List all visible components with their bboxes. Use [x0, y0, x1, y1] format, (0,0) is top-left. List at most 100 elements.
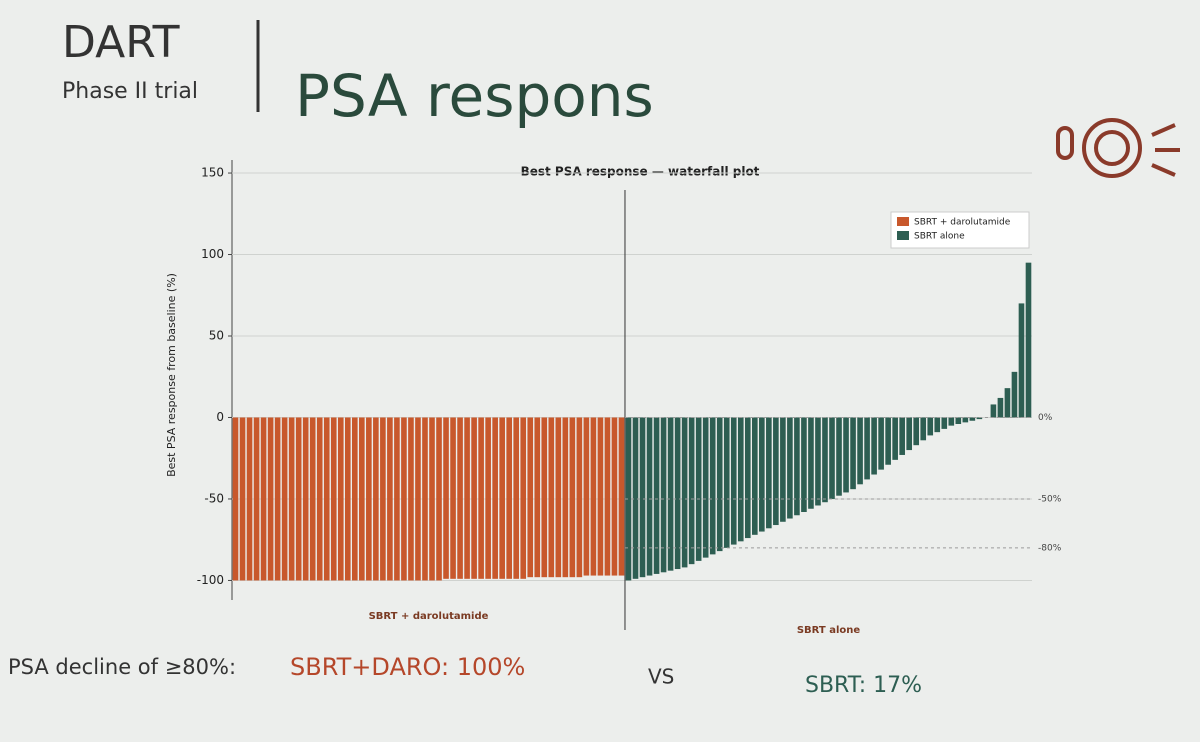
chart-title: Best PSA response — waterfall plot: [521, 165, 760, 179]
bar: [1025, 262, 1032, 418]
bar: [506, 417, 512, 579]
footer-vs: VS: [648, 665, 674, 689]
y-tick-label: 0: [216, 410, 224, 424]
bar: [520, 417, 527, 579]
bar: [590, 417, 597, 576]
bar: [864, 417, 870, 480]
bar: [955, 417, 962, 424]
bar: [471, 417, 477, 579]
bar: [436, 417, 442, 581]
bar: [387, 417, 393, 581]
group-label: SBRT alone: [797, 625, 861, 636]
bar: [808, 417, 814, 509]
bar: [934, 417, 941, 433]
bar: [843, 417, 849, 493]
bar: [232, 417, 239, 581]
bar: [541, 417, 548, 578]
bar: [499, 417, 505, 579]
bar: [359, 417, 365, 581]
bar: [836, 417, 842, 496]
bar: [330, 417, 337, 581]
legend-label: SBRT + darolutamide: [914, 218, 1011, 228]
legend-label: SBRT alone: [914, 232, 965, 242]
bar: [534, 417, 541, 578]
bar: [667, 417, 674, 571]
slide-title: PSA respons: [295, 62, 654, 130]
bar: [267, 417, 274, 581]
bar: [513, 417, 520, 579]
bar: [688, 417, 695, 565]
bar: [906, 417, 912, 451]
bar: [660, 417, 667, 573]
bar: [373, 417, 379, 581]
bar: [744, 417, 751, 539]
group-label: SBRT + darolutamide: [369, 611, 489, 622]
bar: [878, 417, 884, 470]
bar: [737, 417, 744, 542]
bar: [794, 417, 800, 516]
bar: [730, 417, 737, 545]
bar: [927, 417, 934, 436]
bar: [295, 417, 302, 581]
bar: [429, 417, 435, 581]
bar: [1011, 371, 1018, 418]
bar: [899, 417, 905, 455]
bar: [569, 417, 576, 578]
bar: [1004, 388, 1011, 418]
bar: [941, 417, 948, 429]
bar: [344, 417, 351, 581]
bar: [850, 417, 856, 490]
y-tick-label: -50: [204, 491, 224, 505]
footer-left: SBRT+DARO: 100%: [290, 653, 525, 681]
bar: [611, 417, 618, 576]
bar: [239, 417, 246, 581]
bar: [316, 417, 323, 581]
legend-box: [890, 211, 1030, 249]
bar: [604, 417, 611, 576]
legend-swatch: [897, 231, 909, 240]
bar: [815, 417, 821, 506]
bar: [583, 417, 590, 576]
bar: [260, 417, 267, 581]
bar: [632, 417, 639, 579]
bar: [759, 417, 765, 532]
bar: [253, 417, 260, 581]
bar: [548, 417, 555, 578]
bar: [716, 417, 723, 552]
bar: [920, 417, 927, 441]
bar: [485, 417, 491, 579]
bar: [274, 417, 281, 581]
bar: [337, 417, 344, 581]
bar: [288, 417, 295, 581]
bar: [780, 417, 786, 522]
bar: [302, 417, 309, 581]
bar: [408, 417, 414, 581]
bar: [562, 417, 569, 578]
bar: [352, 417, 358, 581]
bar: [639, 417, 646, 578]
subtitle: Phase II trial: [62, 79, 198, 104]
bar: [246, 417, 253, 581]
bar: [857, 417, 863, 485]
y-tick-label: -100: [197, 573, 224, 587]
footer-right: SBRT: 17%: [805, 673, 922, 698]
reference-label: -50%: [1038, 494, 1062, 504]
footer-label: PSA decline of ≥80%:: [8, 655, 236, 679]
bar: [695, 417, 702, 561]
bar: [723, 417, 730, 548]
bar: [309, 417, 316, 581]
bar: [787, 417, 793, 519]
bar: [702, 417, 709, 558]
bar: [555, 417, 562, 578]
bar: [415, 417, 421, 581]
bar: [822, 417, 828, 503]
bar: [976, 417, 983, 420]
bar: [281, 417, 288, 581]
reference-label: -80%: [1038, 543, 1062, 553]
bar: [422, 417, 428, 581]
bar: [625, 417, 632, 581]
bar: [443, 417, 449, 579]
reference-label: 0%: [1038, 413, 1053, 423]
